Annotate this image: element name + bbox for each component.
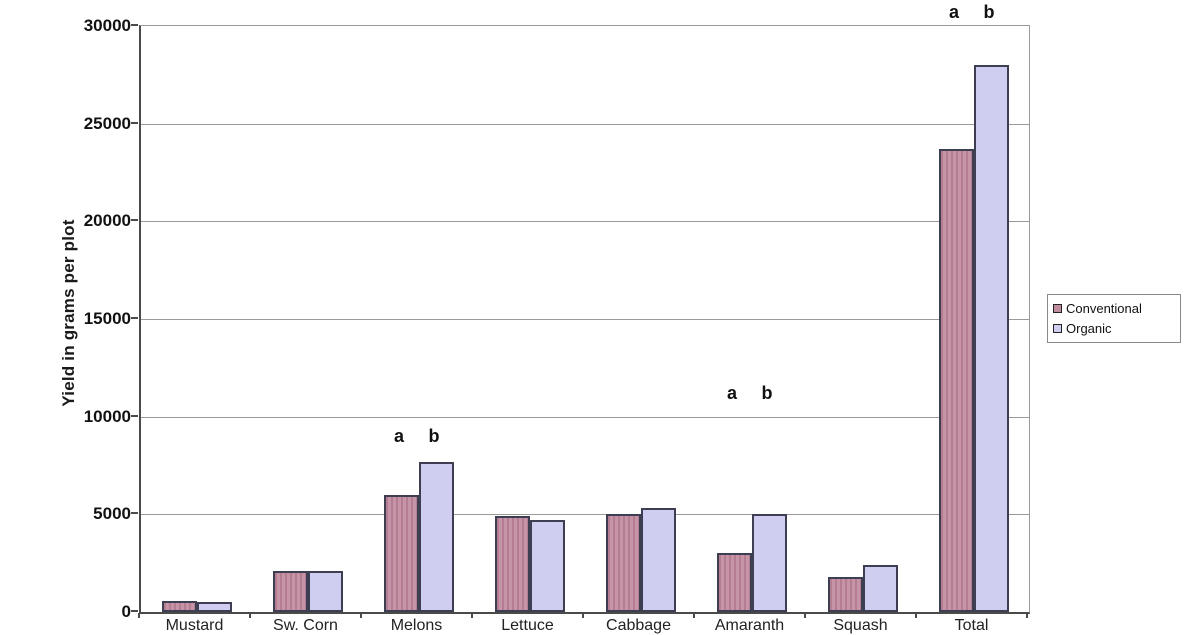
- y-tick-mark: [131, 610, 138, 612]
- x-tick-label-3: Lettuce: [501, 617, 554, 634]
- y-tick-label: 25000: [83, 113, 131, 133]
- bar-organic-2: [418, 461, 454, 612]
- x-tick-label-6: Squash: [833, 617, 888, 634]
- significance-letter: a: [948, 2, 959, 23]
- y-tick-mark: [131, 219, 138, 222]
- significance-letter: a: [393, 426, 404, 447]
- bar-organic-3: [529, 520, 565, 612]
- y-tick-label: 0: [121, 602, 131, 621]
- significance-letter: b: [428, 426, 440, 447]
- y-tick-mark: [131, 512, 138, 515]
- gridline: [141, 319, 1029, 320]
- x-tick-label-4: Cabbage: [606, 617, 671, 634]
- bar-conventional-4: [605, 514, 641, 612]
- x-tick-label-5: Amaranth: [714, 617, 785, 634]
- bar-conventional-6: [827, 576, 863, 612]
- legend-entry-organic: Organic: [1053, 322, 1175, 335]
- x-tick-label-0: Mustard: [165, 617, 224, 634]
- x-tick-mark: [471, 613, 473, 618]
- y-tick-label: 10000: [83, 406, 131, 426]
- bar-organic-0: [196, 602, 232, 612]
- legend: Conventional Organic: [1047, 294, 1181, 343]
- bar-conventional-5: [716, 553, 752, 612]
- gridline: [141, 514, 1029, 516]
- bar-conventional-3: [494, 516, 530, 612]
- bar-conventional-1: [272, 570, 308, 612]
- legend-entry-conventional: Conventional: [1053, 302, 1175, 315]
- x-tick-mark: [360, 613, 362, 618]
- x-tick-mark: [804, 613, 806, 618]
- x-tick-mark: [249, 613, 251, 618]
- x-tick-mark: [582, 613, 584, 618]
- legend-label-conventional: Conventional: [1066, 301, 1142, 316]
- x-tick-mark: [915, 613, 917, 618]
- bar-organic-4: [640, 508, 676, 612]
- y-tick-label: 30000: [83, 16, 131, 35]
- y-tick-label: 5000: [93, 504, 131, 524]
- y-tick-mark: [131, 317, 138, 319]
- bar-organic-5: [751, 514, 787, 612]
- y-tick-mark: [131, 24, 138, 26]
- x-tick-mark: [1026, 613, 1028, 618]
- x-tick-mark: [693, 613, 695, 618]
- gridline: [141, 221, 1029, 223]
- legend-label-organic: Organic: [1066, 321, 1112, 336]
- x-tick-label-2: Melons: [390, 617, 443, 634]
- significance-letter: a: [726, 383, 737, 404]
- bar-organic-1: [307, 570, 343, 612]
- y-tick-label: 15000: [83, 309, 131, 328]
- significance-letter: b: [983, 2, 995, 23]
- y-tick-mark: [131, 121, 138, 124]
- bar-conventional-2: [383, 494, 419, 612]
- legend-swatch-organic-icon: [1053, 324, 1062, 333]
- x-tick-label-7: Total: [954, 617, 989, 634]
- y-tick-mark: [131, 414, 138, 417]
- significance-letter: b: [761, 383, 773, 404]
- bar-organic-6: [862, 565, 898, 612]
- bar-conventional-7: [938, 149, 974, 612]
- x-tick-mark: [138, 613, 140, 618]
- x-tick-label-1: Sw. Corn: [273, 617, 338, 634]
- plot-area: [139, 25, 1030, 614]
- gridline: [141, 416, 1029, 418]
- gridline: [141, 123, 1029, 125]
- bar-conventional-0: [161, 601, 197, 612]
- y-tick-label: 20000: [83, 211, 131, 231]
- legend-swatch-conventional-icon: [1053, 304, 1062, 313]
- bar-organic-7: [973, 65, 1009, 612]
